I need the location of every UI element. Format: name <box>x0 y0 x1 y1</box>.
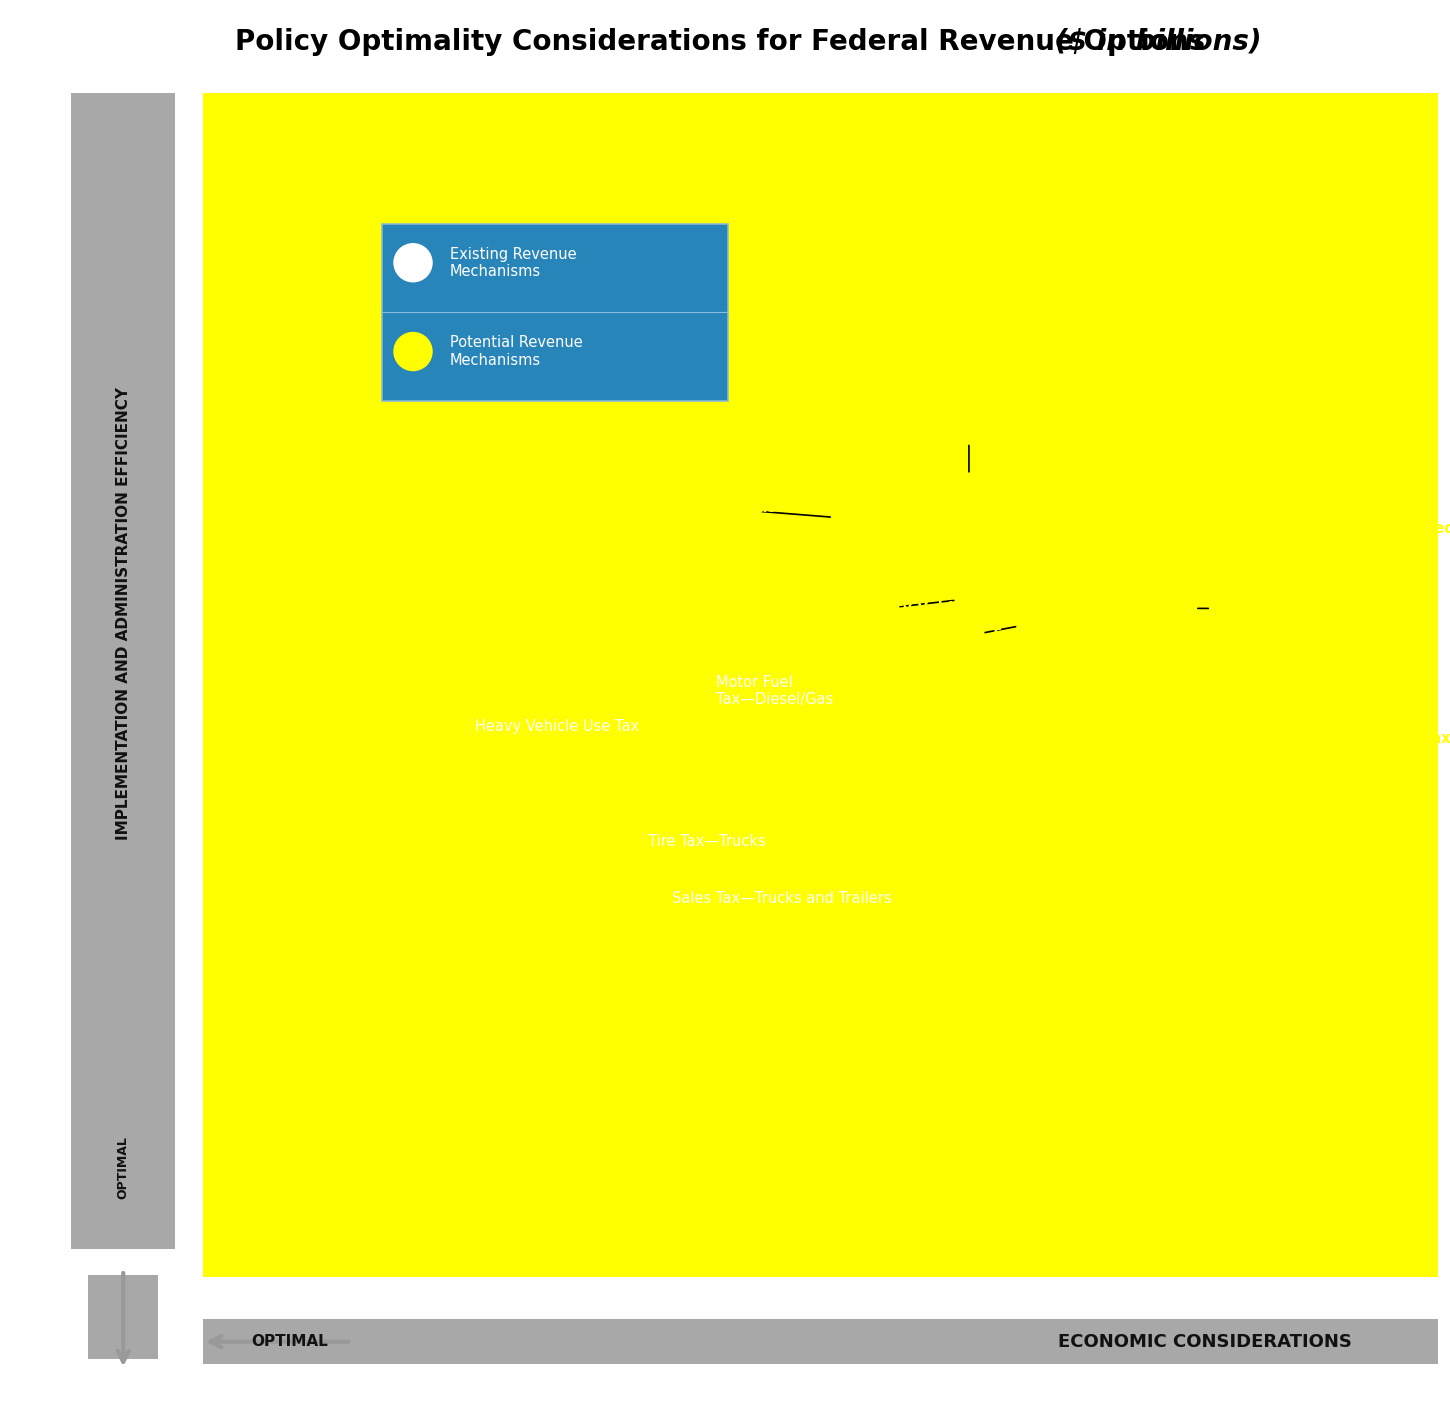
Text: Container Tax: Container Tax <box>1018 800 1132 814</box>
Text: ($ in billions): ($ in billions) <box>188 28 1262 57</box>
Text: Tire Tax: Tire Tax <box>889 353 954 367</box>
Text: Drivers License
Surcharge: Drivers License Surcharge <box>1234 586 1362 619</box>
Text: ECONOMIC CONSIDERATIONS: ECONOMIC CONSIDERATIONS <box>1057 1332 1351 1351</box>
Point <box>1186 739 1209 762</box>
Text: Sales Tax—Diesel/Gas: Sales Tax—Diesel/Gas <box>599 500 777 515</box>
Point <box>766 840 789 862</box>
Point <box>1383 709 1406 732</box>
Text: Harbor
Maintenance Tax: Harbor Maintenance Tax <box>1217 735 1356 766</box>
Point <box>1006 590 1030 613</box>
Text: Imported Oil Tax: Imported Oil Tax <box>883 629 1019 643</box>
Point <box>995 775 1018 797</box>
Text: Sales Tax—Light Duty Vehicles: Sales Tax—Light Duty Vehicles <box>734 600 986 616</box>
Text: Sales Tax—Bicycles: Sales Tax—Bicycles <box>574 353 731 367</box>
Text: Motor Fuel
Tax—Diesel/Gas: Motor Fuel Tax—Diesel/Gas <box>716 675 832 708</box>
Point <box>1222 538 1246 561</box>
Point <box>1254 624 1277 647</box>
Point <box>1063 615 1086 637</box>
Point <box>889 692 912 715</box>
Text: OPTIMAL: OPTIMAL <box>117 1137 129 1199</box>
Text: Freight Charge—Ton-Mile: Freight Charge—Ton-Mile <box>982 408 1189 423</box>
Text: Vehicle Miles Traveled Fee: Vehicle Miles Traveled Fee <box>438 619 657 633</box>
FancyBboxPatch shape <box>383 224 728 401</box>
Point <box>1198 598 1221 620</box>
Text: Freight Charge–Ton: Freight Charge–Ton <box>1130 435 1289 450</box>
Text: Tire Tax—Trucks: Tire Tax—Trucks <box>648 834 766 850</box>
Text: Transit Passenger Miles Traveled Fee: Transit Passenger Miles Traveled Fee <box>969 1027 1276 1042</box>
Text: Customs Revenues: Customs Revenues <box>1154 903 1311 918</box>
FancyBboxPatch shape <box>88 1274 158 1359</box>
Text: Freight Bill: Freight Bill <box>1296 619 1388 633</box>
Point <box>1222 692 1246 715</box>
FancyBboxPatch shape <box>71 93 175 1249</box>
Point <box>1161 869 1185 892</box>
Point <box>1093 449 1116 472</box>
Text: Policy Optimality Considerations for Federal Revenue Options: Policy Optimality Considerations for Fed… <box>235 28 1215 57</box>
Point <box>914 508 937 531</box>
Text: Registration Fee: Registration Fee <box>1266 695 1402 711</box>
Text: Sales Tax—Auto-related
Parts & Services: Sales Tax—Auto-related Parts & Services <box>1259 521 1450 554</box>
Point <box>402 340 425 362</box>
Point <box>957 432 980 455</box>
Text: Income Tax: Income Tax <box>1359 731 1450 746</box>
Text: Existing Revenue
Mechanisms: Existing Revenue Mechanisms <box>450 246 577 279</box>
FancyBboxPatch shape <box>203 1320 1438 1364</box>
Point <box>853 367 876 389</box>
Point <box>692 360 715 382</box>
Point <box>896 886 919 909</box>
Text: IMPLEMENTATION AND ADMINISTRATION EFFICIENCY: IMPLEMENTATION AND ADMINISTRATION EFFICI… <box>116 387 130 840</box>
Point <box>673 721 696 743</box>
Point <box>402 252 425 275</box>
Text: Sales Tax—Trucks and Trailers: Sales Tax—Trucks and Trailers <box>673 891 892 906</box>
Point <box>278 615 302 637</box>
Point <box>938 994 961 1017</box>
Text: OPTIMAL: OPTIMAL <box>252 1334 328 1349</box>
Text: Potential Revenue
Mechanisms: Potential Revenue Mechanisms <box>450 336 583 368</box>
Text: Heavy Vehicle Use Tax: Heavy Vehicle Use Tax <box>474 719 639 735</box>
